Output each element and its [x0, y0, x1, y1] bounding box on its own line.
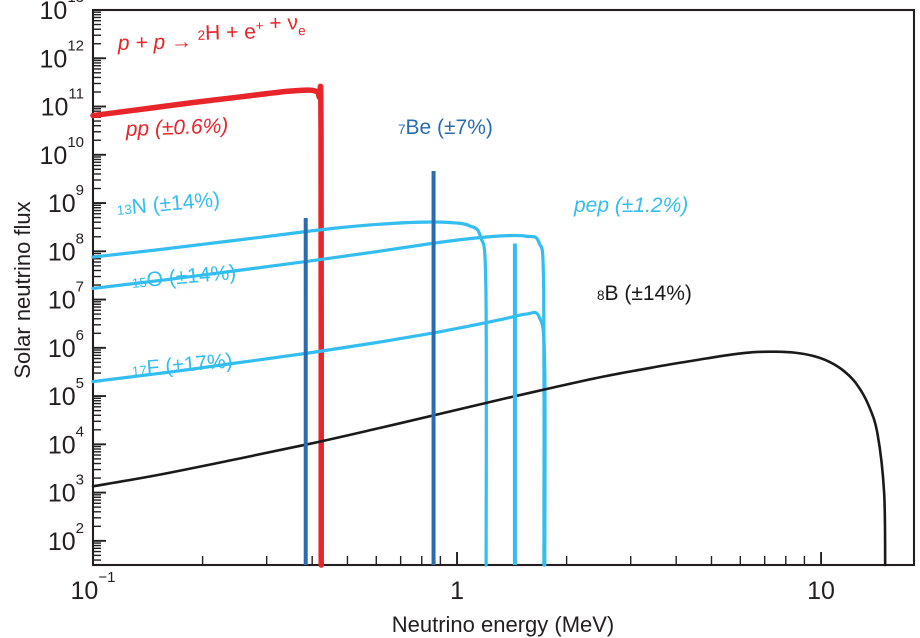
annotation-7Be: 7Be (±7%) — [398, 116, 493, 139]
y-axis-tick-labels: 102 103 104 105 106 107 108 109 1010 1011 1012 1013 — [40, 0, 85, 556]
annotation-pp: pp (±0.6%) — [124, 114, 228, 141]
y-axis-ticks — [93, 9, 106, 561]
y-tick-label-6: 108 — [48, 230, 84, 267]
y-tick-label-5: 107 — [48, 278, 84, 315]
y-tick-label-8: 1010 — [40, 133, 85, 170]
curve-8B — [91, 350, 887, 567]
annotation-reaction: p + p → 2H + e+ + νe — [116, 11, 306, 55]
x-axis-ticks — [92, 552, 823, 565]
curve-17F — [91, 310, 547, 567]
y-tick-label-3: 105 — [48, 375, 84, 412]
curve-15O — [91, 233, 546, 567]
y-tick-label-10: 1012 — [40, 37, 85, 74]
annotation-8B: 8B (±14%) — [597, 282, 692, 305]
y-tick-label-1: 103 — [48, 471, 84, 508]
y-tick-label-7: 109 — [48, 182, 84, 219]
x-axis-title: Neutrino energy (MeV) — [392, 612, 615, 637]
y-tick-label-9: 1011 — [41, 85, 84, 122]
monoenergetic-lines — [303, 171, 517, 565]
y-tick-label-0: 102 — [48, 519, 84, 556]
y-axis-title: Solar neutrino flux — [10, 201, 35, 378]
curve-13N — [91, 220, 488, 567]
x-axis-tick-labels: 10−1 1 10 — [71, 569, 835, 606]
curve-pp — [90, 83, 324, 568]
x-tick-label-0: 10−1 — [71, 569, 116, 606]
y-tick-label-2: 104 — [48, 423, 84, 460]
y-tick-label-4: 106 — [48, 326, 84, 363]
annotation-pep: pep (±1.2%) — [573, 194, 688, 217]
spectrum-curves — [90, 83, 887, 568]
x-tick-label-2: 10 — [807, 577, 835, 605]
x-tick-label-1: 1 — [450, 577, 464, 605]
y-tick-label-11: 1013 — [40, 0, 85, 25]
